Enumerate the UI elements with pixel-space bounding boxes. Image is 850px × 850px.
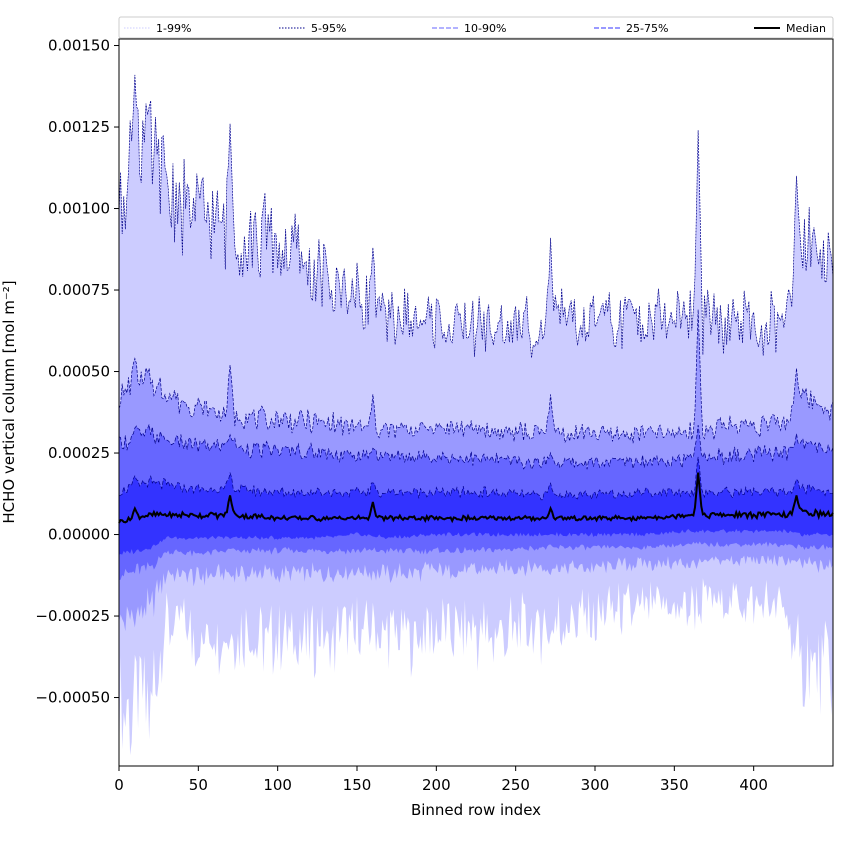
x-tick-label: 350 bbox=[660, 776, 689, 794]
y-tick-label: 0.00050 bbox=[48, 363, 110, 381]
line-p90 bbox=[118, 423, 834, 471]
y-tick-label: 0.00100 bbox=[48, 200, 110, 218]
y-tick-label: 0.00075 bbox=[48, 281, 110, 299]
legend-label: 25-75% bbox=[626, 22, 668, 35]
legend-label: 1-99% bbox=[156, 22, 191, 35]
band-1-99 bbox=[119, 74, 833, 772]
x-tick-label: 250 bbox=[501, 776, 530, 794]
legend-label: 10-90% bbox=[464, 22, 506, 35]
band-25-75 bbox=[119, 456, 833, 555]
line-p99 bbox=[118, 74, 834, 359]
y-axis-label: HCHO vertical column [mol m⁻²] bbox=[0, 280, 18, 523]
legend: 1-99% 5-95% 10-90% 25-75% Median bbox=[118, 16, 834, 39]
x-axis: 0 50 100 150 200 250 300 350 400 bbox=[114, 766, 768, 794]
line-median bbox=[118, 472, 834, 524]
y-tick-label: 0.00150 bbox=[48, 37, 110, 55]
x-axis-label: Binned row index bbox=[411, 801, 541, 819]
x-tick-label: 50 bbox=[189, 776, 208, 794]
y-tick-label: 0.00125 bbox=[48, 118, 110, 136]
x-tick-label: 200 bbox=[422, 776, 451, 794]
line-p95 bbox=[118, 309, 834, 444]
percentile-edge-lines bbox=[118, 74, 834, 501]
percentile-bands bbox=[119, 74, 833, 772]
x-tick-label: 300 bbox=[581, 776, 610, 794]
x-tick-label: 400 bbox=[739, 776, 768, 794]
x-tick-label: 150 bbox=[343, 776, 372, 794]
line-p75 bbox=[118, 456, 834, 501]
legend-box bbox=[118, 16, 834, 39]
plot-frame bbox=[118, 38, 834, 767]
y-axis: −0.00050 −0.00025 0.00000 0.00025 0.00050 0.0… bbox=[35, 37, 119, 707]
y-tick-label: 0.00000 bbox=[48, 526, 110, 544]
legend-label: 5-95% bbox=[311, 22, 346, 35]
x-tick-label: 100 bbox=[263, 776, 292, 794]
legend-label: Median bbox=[786, 22, 826, 35]
y-tick-label: −0.00025 bbox=[35, 607, 110, 625]
y-tick-label: −0.00050 bbox=[35, 689, 110, 707]
x-tick-label: 0 bbox=[114, 776, 124, 794]
y-tick-label: 0.00025 bbox=[48, 444, 110, 462]
median-series bbox=[118, 472, 834, 524]
